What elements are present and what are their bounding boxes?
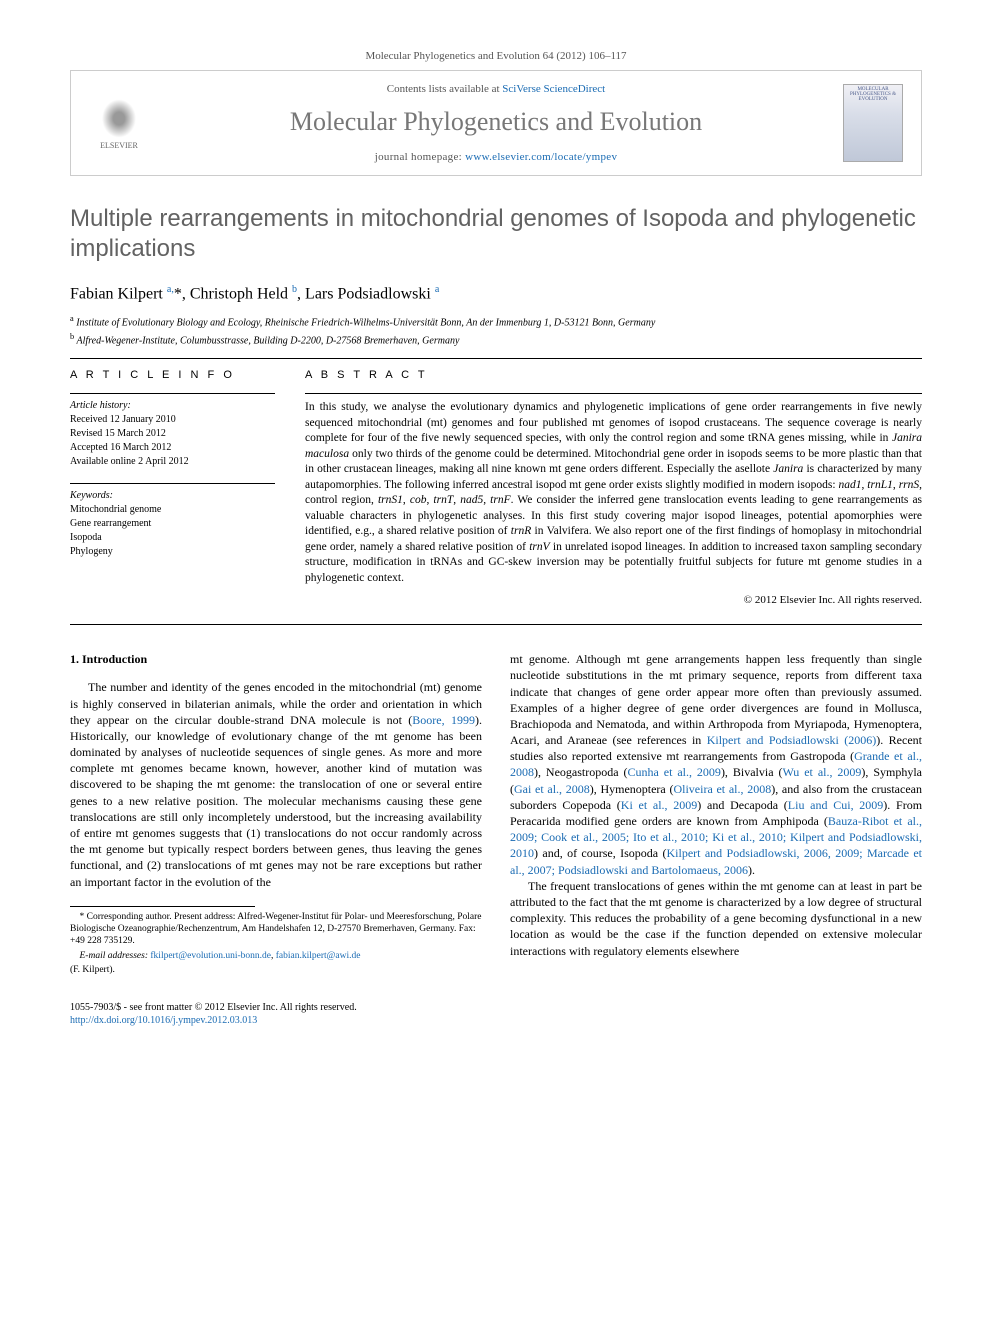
email-link[interactable]: fkilpert@evolution.uni-bonn.de xyxy=(150,951,271,961)
intro-paragraph-1: The number and identity of the genes enc… xyxy=(70,679,482,889)
article-info-heading: A R T I C L E I N F O xyxy=(70,369,275,381)
elsevier-logo: ELSEVIER xyxy=(89,88,149,158)
publisher-label: ELSEVIER xyxy=(100,141,138,150)
affiliation-b: b Alfred-Wegener-Institute, Columbusstra… xyxy=(70,331,922,348)
article-history-label: Article history: xyxy=(70,400,275,411)
abstract-text: In this study, we analyse the evolutiona… xyxy=(305,400,922,586)
article-info-sidebar: A R T I C L E I N F O Article history: R… xyxy=(70,369,275,606)
email-author-note: (F. Kilpert). xyxy=(70,964,482,976)
abstract-column: A B S T R A C T In this study, we analys… xyxy=(305,369,922,606)
rule-top xyxy=(70,358,922,359)
section-heading-intro: 1. Introduction xyxy=(70,651,482,667)
keyword-item: Isopoda xyxy=(70,531,275,545)
history-received: Received 12 January 2010 xyxy=(70,413,275,427)
abstract-copyright: © 2012 Elsevier Inc. All rights reserved… xyxy=(305,594,922,606)
homepage-line: journal homepage: www.elsevier.com/locat… xyxy=(149,151,843,163)
rule-thick xyxy=(70,624,922,625)
email-addresses: E-mail addresses: fkilpert@evolution.uni… xyxy=(70,950,482,962)
keyword-item: Mitochondrial genome xyxy=(70,503,275,517)
affiliations: a Institute of Evolutionary Biology and … xyxy=(70,313,922,348)
contents-available: Contents lists available at SciVerse Sci… xyxy=(149,83,843,95)
intro-paragraph-2: The frequent translocations of genes wit… xyxy=(510,878,922,959)
abstract-heading: A B S T R A C T xyxy=(305,369,922,381)
footnote-rule xyxy=(70,906,255,907)
keywords-list: Mitochondrial genome Gene rearrangement … xyxy=(70,503,275,559)
article-history-list: Received 12 January 2010 Revised 15 Marc… xyxy=(70,413,275,469)
keyword-item: Gene rearrangement xyxy=(70,517,275,531)
journal-name: Molecular Phylogenetics and Evolution xyxy=(149,107,843,137)
intro-paragraph-1-cont: mt genome. Although mt gene arrangements… xyxy=(510,651,922,878)
footnotes: * Corresponding author. Present address:… xyxy=(70,911,482,977)
homepage-url[interactable]: www.elsevier.com/locate/ympev xyxy=(465,151,617,163)
contents-box: ELSEVIER Contents lists available at Sci… xyxy=(70,70,922,176)
affiliation-a: a Institute of Evolutionary Biology and … xyxy=(70,313,922,330)
journal-cover-thumbnail: MOLECULAR PHYLOGENETICS & EVOLUTION xyxy=(843,84,903,162)
doi-link[interactable]: http://dx.doi.org/10.1016/j.ympev.2012.0… xyxy=(70,1015,257,1026)
issn-line: 1055-7903/$ - see front matter © 2012 El… xyxy=(70,1001,922,1014)
email-link[interactable]: fabian.kilpert@awi.de xyxy=(276,951,361,961)
history-accepted: Accepted 16 March 2012 xyxy=(70,441,275,455)
authors-line: Fabian Kilpert a,*, Christoph Held b, La… xyxy=(70,284,922,303)
corresponding-author-note: * Corresponding author. Present address:… xyxy=(70,911,482,948)
article-title: Multiple rearrangements in mitochondrial… xyxy=(70,204,922,264)
sciverse-link[interactable]: SciVerse ScienceDirect xyxy=(502,83,605,95)
body-two-column: 1. Introduction The number and identity … xyxy=(70,651,922,978)
history-revised: Revised 15 March 2012 xyxy=(70,427,275,441)
keyword-item: Phylogeny xyxy=(70,545,275,559)
citation-header: Molecular Phylogenetics and Evolution 64… xyxy=(70,50,922,62)
history-online: Available online 2 April 2012 xyxy=(70,455,275,469)
keywords-label: Keywords: xyxy=(70,490,275,501)
bottom-meta: 1055-7903/$ - see front matter © 2012 El… xyxy=(70,1001,922,1027)
